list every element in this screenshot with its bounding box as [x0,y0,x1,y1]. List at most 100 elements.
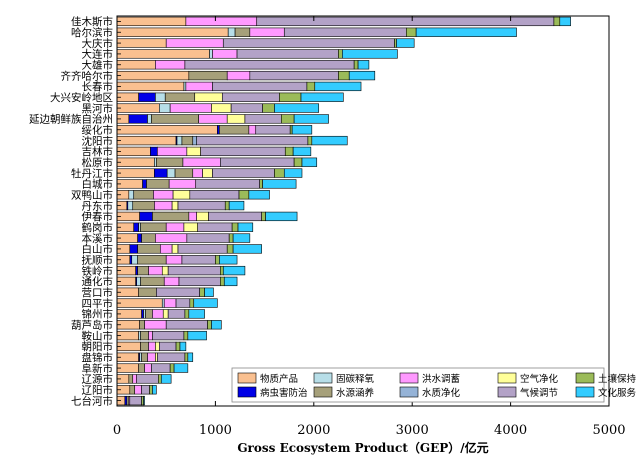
category-label: 盘锦市 [82,351,114,364]
bar-segment [158,374,162,384]
bar-segment [146,179,170,189]
bar-segment [228,233,234,243]
bar-segment [181,135,194,146]
bar-segment [219,255,238,265]
bar-segment [147,352,156,362]
bar-segment [147,114,152,124]
bar-segment [184,60,355,70]
category-label: 佳木斯市 [71,15,113,28]
bar-segment [261,211,266,222]
bar-segment [357,60,370,70]
bar-segment [145,309,153,319]
bar-segment [116,298,163,308]
bar-segment [137,244,161,254]
bar-segment [129,385,136,395]
bar-segment [256,16,555,27]
legend-label: 洪水调蓄 [422,373,460,385]
bar-segment [338,70,350,81]
bar-segment [222,265,246,276]
bar-segment [178,276,221,287]
bar-segment [342,49,398,59]
category-label: 本溪市 [82,232,114,245]
bar-segment [129,395,142,406]
bar-segment [139,320,145,330]
x-tick-label: 2000 [297,423,330,438]
bar-segment [136,374,159,384]
category-labels: 佳木斯市哈尔滨市大庆市大连市大雄市齐齐哈尔市长春市大兴安岭地区黑河市延边朝鲜族自… [29,15,113,407]
bar-segment [353,60,359,70]
bar-segment [148,341,156,352]
category-label: 七台河市 [71,394,113,407]
category-label: 丹东市 [82,199,114,212]
legend-label: 气候调节 [520,387,558,399]
bar-segment [137,233,142,243]
bar-segment [116,16,187,27]
plot-frame [116,15,610,407]
bar-segment [184,309,190,319]
bar-segment [137,255,167,265]
category-label: 大雄市 [82,59,114,72]
bar-segment [187,330,207,341]
bar-segment [198,114,228,124]
bar-segment [188,70,228,81]
bar-segment [148,330,153,341]
bar-segment [248,125,257,135]
bar-segment [220,265,224,276]
bar-segment [204,287,214,297]
bar-segment [194,92,223,102]
bar-segment [116,125,218,135]
bar-segment [211,320,222,330]
legend-swatch [399,386,419,398]
bar-segment [133,222,139,232]
bar-segment [220,157,295,167]
bar-segment [183,222,198,232]
bar-segment [116,49,210,59]
bar-segment [163,298,177,308]
bar-segment [196,211,209,222]
category-label: 抚顺市 [82,254,114,267]
legend-swatch [497,386,517,398]
category-label: 牡丹江市 [71,167,113,180]
legend-label: 水质净化 [422,387,461,399]
bar-segment [186,233,230,243]
legend-label: 空气净化 [520,373,559,385]
bar-segment [116,157,155,167]
bar-segment [244,114,282,124]
bar-segment [212,49,238,59]
bar-segment [222,38,395,48]
bar-segment [140,341,149,352]
x-tick-label: 5000 [592,423,625,438]
category-label: 大兴安岭地区 [50,91,113,104]
bar-segment [177,244,228,254]
bar-segment [116,27,229,37]
bar-segment [238,190,250,200]
bar-segment [167,265,221,276]
bar-segment [176,135,183,146]
category-label: 辽阳市 [82,384,114,397]
bar-segment [157,146,188,157]
bar-segment [236,49,339,59]
bar-segment [185,16,258,27]
bar-segment [133,190,154,200]
category-label: 鞍山市 [82,329,114,342]
bar-segment [185,81,213,92]
bar-segment [160,374,172,384]
bar-segment [168,179,197,189]
legend-label: 病虫害防治 [260,387,308,399]
bar-segment [226,70,251,81]
category-label: 松原市 [82,156,114,169]
bar-segment [283,27,407,37]
bar-segment [157,352,186,362]
category-label: 铁岭市 [82,264,114,277]
bar-segment [181,255,216,265]
x-tick-labels: 0 1000 2000 3000 4000 5000 [113,423,626,438]
bar-segment [166,168,176,178]
bar-segment [169,103,212,113]
bar-segment [136,276,141,287]
bar-segment [116,135,177,146]
bar-segment [182,157,221,167]
bar-segment [193,298,218,308]
x-tick-label: 1000 [199,423,232,438]
bar-segment [195,179,260,189]
